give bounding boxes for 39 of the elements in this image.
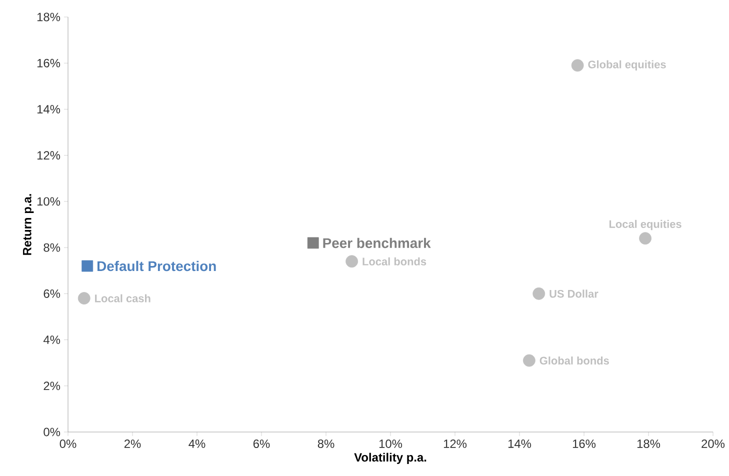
x-tick-label: 16% [572,440,596,448]
series-label: Peer benchmark [323,238,431,248]
x-tick-label: 8% [318,440,334,448]
series-label: Local cash [95,294,150,302]
point [522,354,536,367]
y-tick-label: 0% [44,428,60,436]
y-tick-label: 14% [37,105,60,114]
x-tick-label: 0% [60,440,76,448]
y-tick-label: 4% [43,336,60,344]
series-label: Local bonds [362,257,426,266]
x-tick-label: 12% [444,440,467,448]
point [78,292,90,304]
series-label: US Dollar [550,290,598,298]
y-tick-label: 12% [37,151,60,160]
x-tick-label: 14% [508,440,532,448]
series-label: Global bonds [540,356,609,365]
x-tick-label: 2% [124,440,141,448]
x-tick-label: 6% [253,440,270,448]
y-axis-title: Return p.a. [23,194,34,255]
y-tick-label: 16% [37,58,60,68]
point [82,260,94,272]
x-tick-label: 4% [188,440,206,448]
x-axis-title: Volatility p.a. [354,452,426,464]
series-label: Global equities [588,60,666,71]
y-tick-label: 18% [37,12,60,22]
x-tick-label: 18% [637,440,660,448]
y-tick-label: 2% [44,382,60,390]
series-label: Default Protection [97,260,216,272]
series-label: Local equities [609,220,682,230]
point [307,237,319,249]
point [532,287,546,300]
x-tick-label: 10% [379,440,402,448]
y-tick-label: 6% [44,289,60,298]
point [346,255,358,268]
x-tick-label: 20% [702,440,725,448]
y-tick-label: 8% [44,243,60,252]
point [639,232,652,245]
y-tick-label: 10% [37,197,60,206]
point [571,59,584,72]
